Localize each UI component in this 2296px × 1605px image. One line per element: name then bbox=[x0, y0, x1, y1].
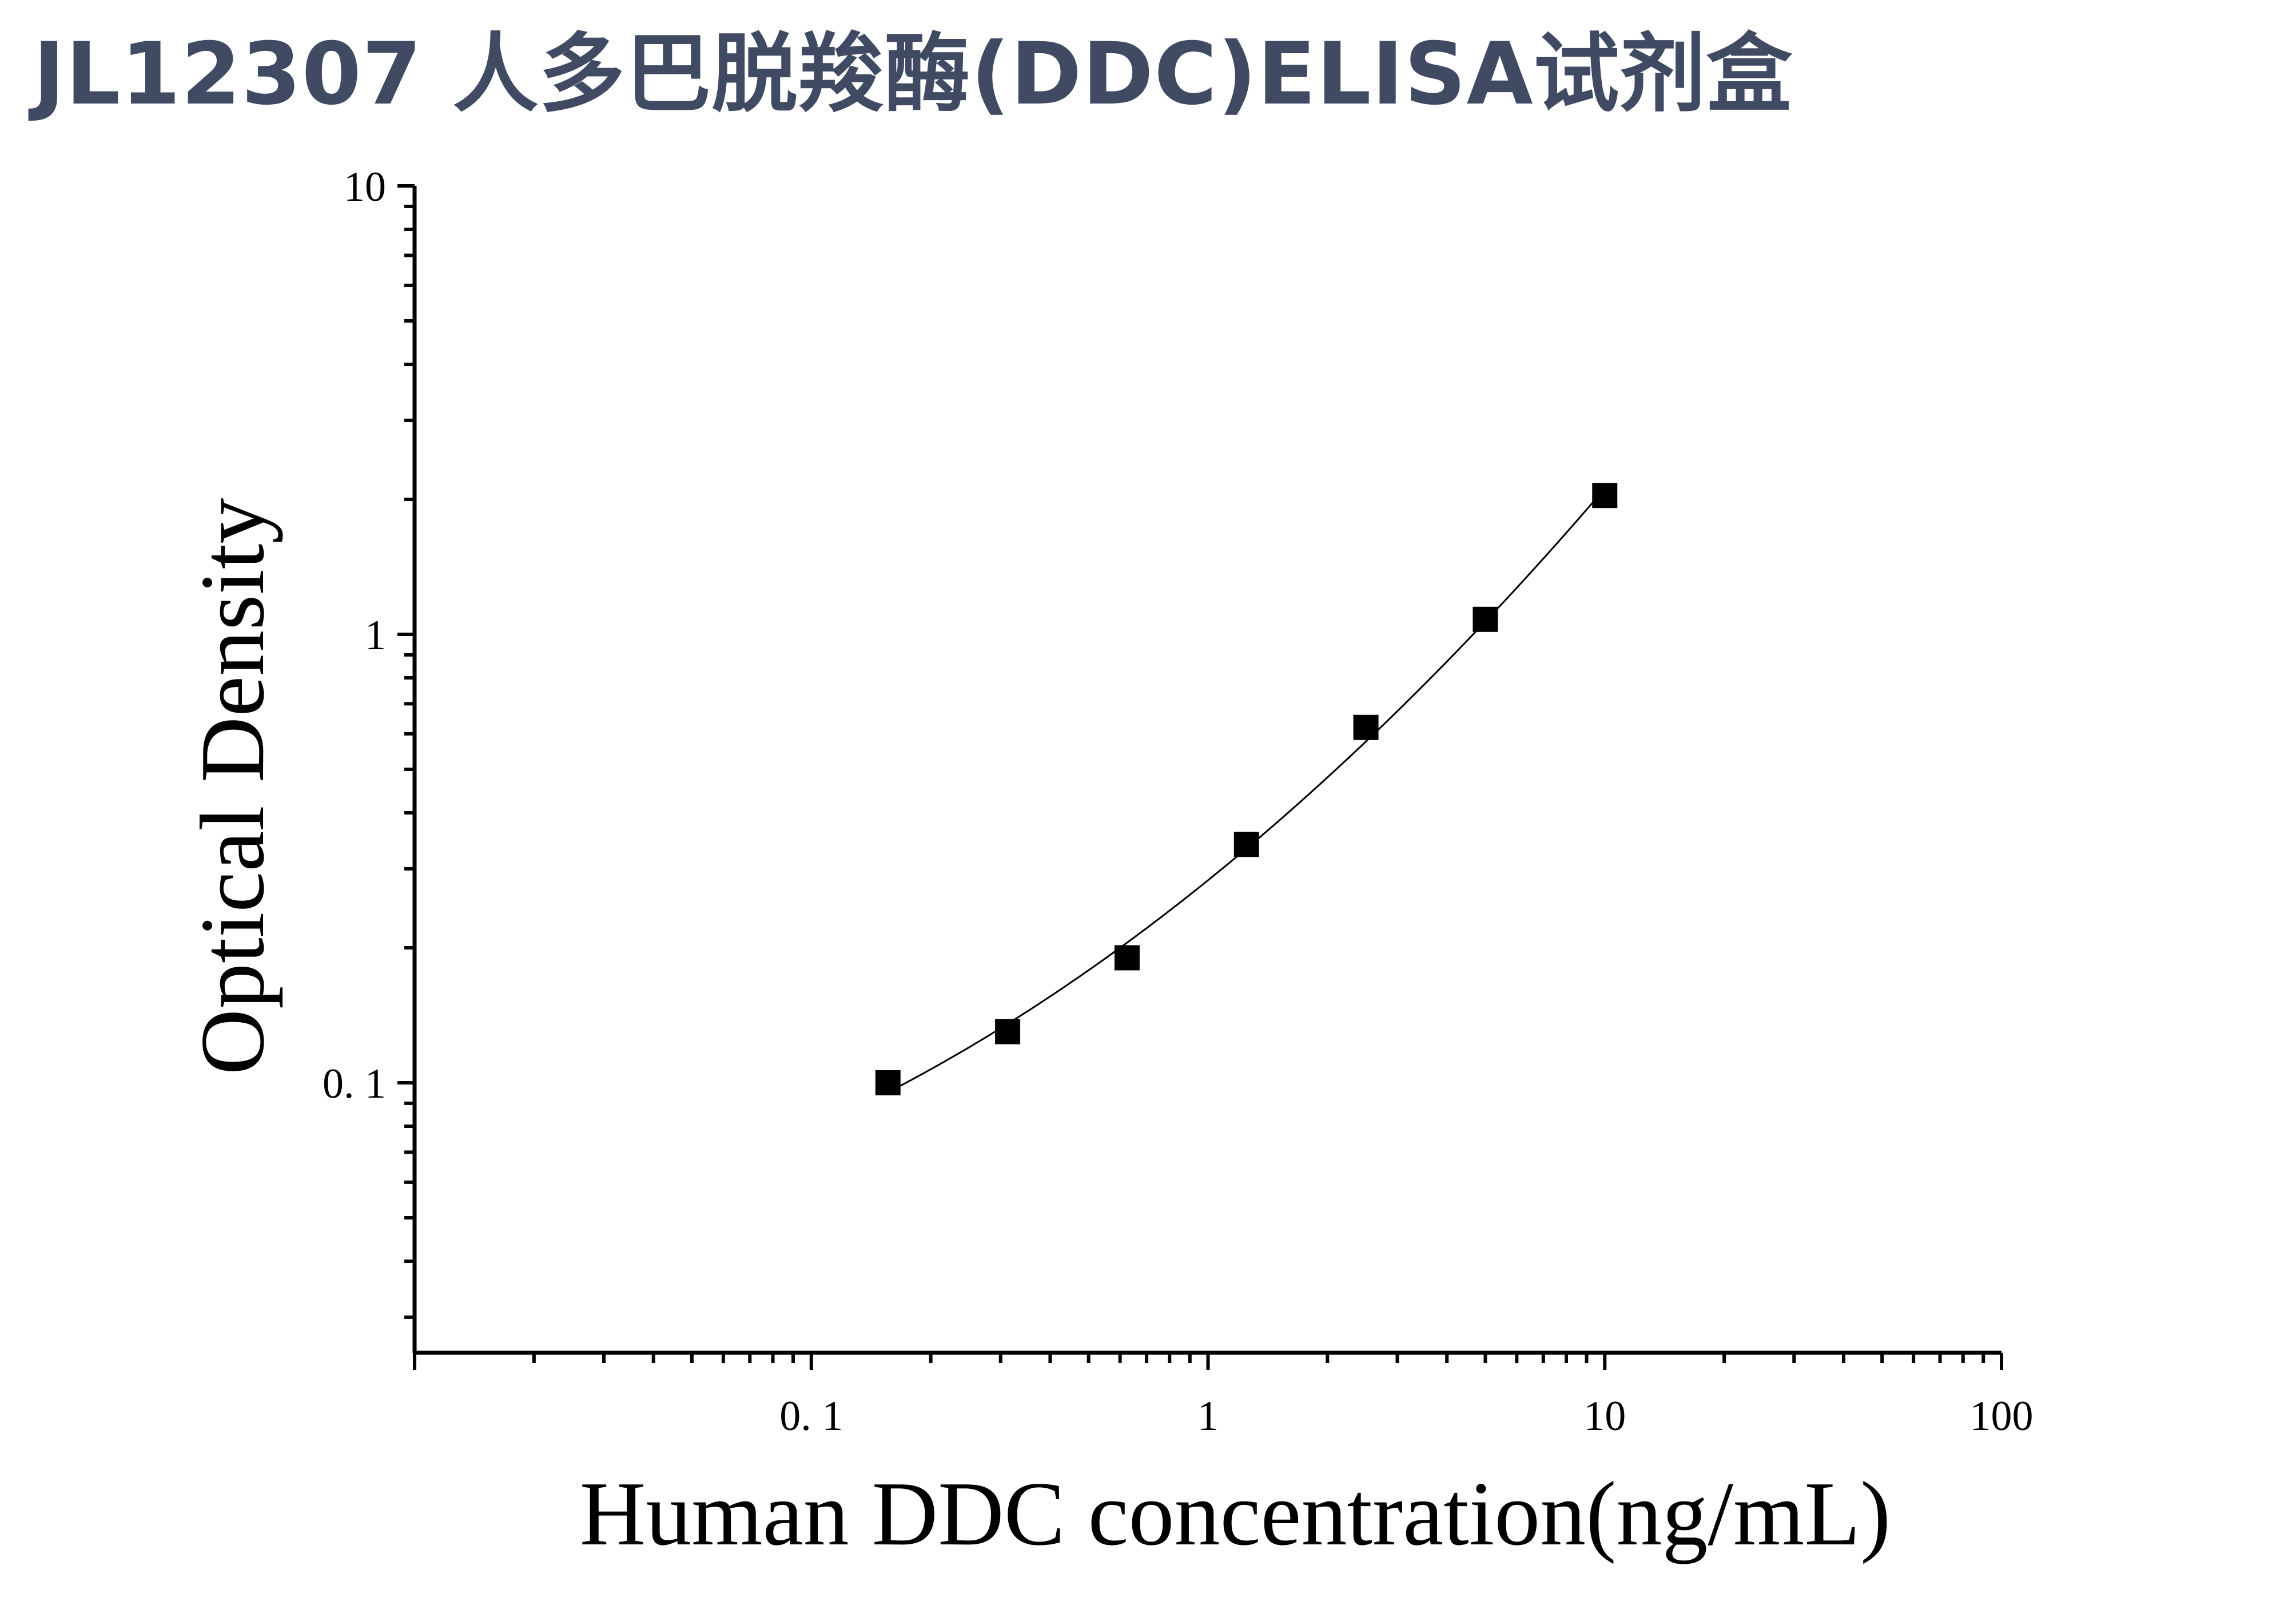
data-point bbox=[995, 1019, 1021, 1044]
data-point bbox=[1473, 606, 1498, 632]
y-axis-title: Optical Density bbox=[181, 498, 283, 1075]
y-tick-label: 0. 1 bbox=[323, 1060, 386, 1107]
x-tick-label: 0. 1 bbox=[779, 1393, 843, 1440]
data-points bbox=[875, 483, 1618, 1095]
y-tick-label: 10 bbox=[344, 164, 386, 210]
data-point bbox=[1114, 945, 1140, 971]
data-point bbox=[1592, 483, 1618, 508]
x-tick-label: 10 bbox=[1583, 1393, 1626, 1440]
x-tick-label: 100 bbox=[1970, 1393, 2034, 1440]
x-tick-label: 1 bbox=[1197, 1393, 1219, 1440]
axes bbox=[412, 186, 2001, 1355]
ticks: 0. 1 1 10 100 0. 1 1 10 bbox=[323, 164, 2034, 1440]
page-title: JL12307 人多巴脱羧酶(DDC)ELISA试剂盒 bbox=[33, 25, 1793, 124]
y-tick-label: 1 bbox=[365, 612, 386, 659]
fit-curve bbox=[888, 488, 1606, 1093]
data-point bbox=[1353, 714, 1379, 740]
data-point bbox=[875, 1070, 901, 1095]
data-point bbox=[1233, 832, 1259, 857]
x-axis-title: Human DDC concentration(ng/mL) bbox=[580, 1463, 1891, 1564]
fit-curve-group bbox=[888, 488, 1606, 1093]
